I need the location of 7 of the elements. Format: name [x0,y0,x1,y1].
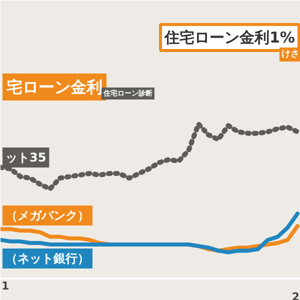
series-label: ット35 [6,150,46,164]
chart-title: 宅ローン金利 [6,78,102,96]
series-label: （メガバンク） [6,208,90,222]
series-label: （ネット銀行） [6,252,90,266]
text: 住宅ローン金利1% [164,28,295,46]
text: 1 [2,280,10,292]
text: けさ [282,50,300,60]
